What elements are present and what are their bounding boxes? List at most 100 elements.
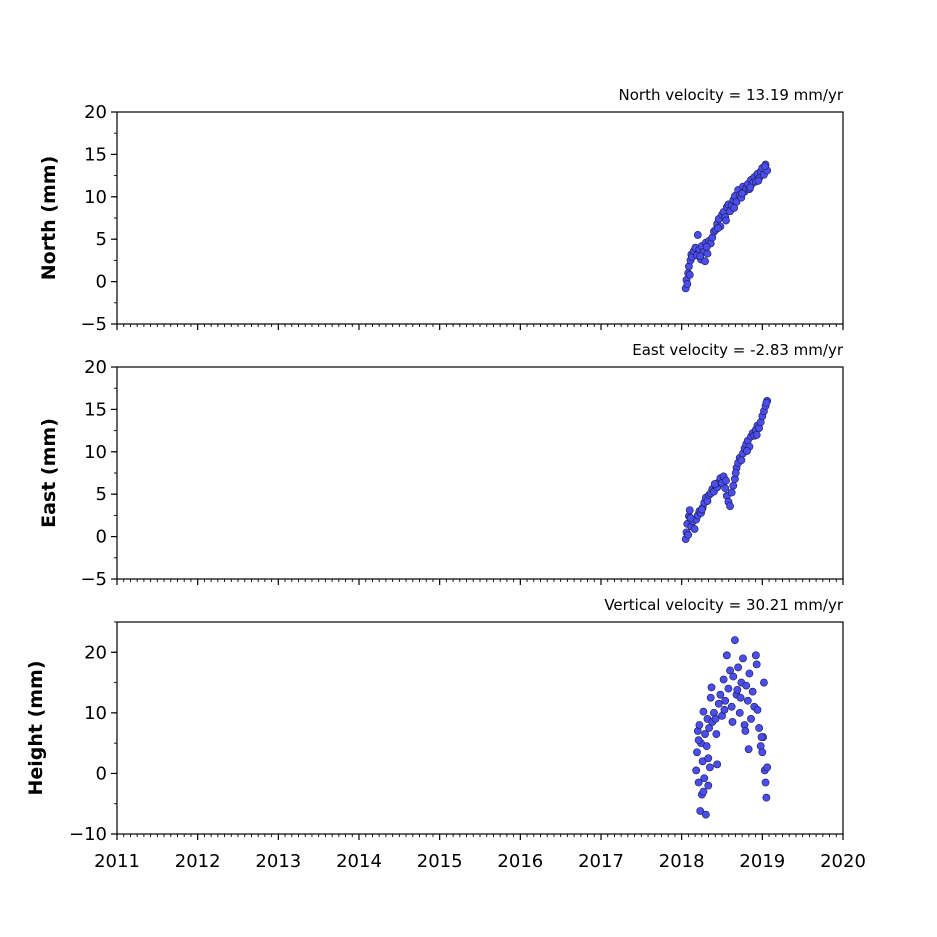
height-data-point	[695, 721, 704, 729]
north-data-point	[714, 224, 722, 233]
north-data-point	[730, 203, 738, 212]
east-y-tick-label: 5	[96, 484, 107, 505]
north-data-point	[754, 176, 763, 185]
height-data-point	[757, 733, 766, 741]
north-y-tick-label: −5	[80, 314, 107, 335]
height-panel-title: Vertical velocity = 30.21 mm/yr	[604, 596, 844, 614]
north-data-point	[702, 242, 711, 251]
height-x-tick-label: 2019	[739, 851, 785, 872]
east-data-point	[752, 430, 761, 439]
height-data-point	[719, 675, 728, 684]
height-data-point	[716, 690, 725, 699]
height-y-tick-label: −10	[69, 824, 107, 845]
north-data-point	[703, 249, 712, 258]
height-data-point	[712, 730, 721, 738]
east-data-point	[685, 506, 694, 515]
height-data-point	[744, 745, 753, 754]
north-data-point	[683, 280, 692, 289]
height-data-point	[761, 778, 770, 787]
east-data-point	[731, 469, 740, 477]
north-y-tick-label: 5	[96, 229, 107, 250]
north-panel-title: North velocity = 13.19 mm/yr	[619, 86, 844, 104]
north-data-point	[760, 162, 769, 171]
height-x-tick-label: 2015	[417, 851, 463, 872]
height-data-point	[699, 707, 708, 716]
east-data-point	[737, 456, 746, 465]
height-data-point	[760, 678, 768, 687]
height-data-point	[714, 699, 723, 708]
east-data-point	[710, 480, 719, 488]
height-data-point	[700, 774, 709, 783]
height-data-point	[727, 702, 736, 711]
north-data-point	[738, 189, 747, 198]
height-data-point	[694, 736, 703, 745]
height-data-point	[721, 696, 730, 705]
height-data-point	[704, 754, 713, 763]
east-data-point	[690, 525, 699, 533]
height-data-point	[693, 748, 701, 757]
height-data-point	[706, 693, 715, 702]
east-y-tick-label: 20	[84, 357, 107, 378]
height-panel: Vertical velocity = 30.21 mm/yr Height (…	[25, 596, 866, 872]
height-data-point	[726, 666, 734, 675]
height-data-point	[731, 636, 739, 645]
height-x-tick-label: 2014	[336, 851, 382, 872]
north-data-point	[696, 252, 705, 261]
height-data-point	[739, 654, 747, 663]
height-y-tick-label: 20	[84, 642, 107, 663]
north-y-tick-labels: −5 0 5 10 15 20	[80, 102, 107, 335]
height-y-axis-label: Height (mm)	[25, 660, 47, 795]
east-data-point	[726, 502, 734, 510]
east-y-tick-label: −5	[80, 569, 107, 590]
north-data-point	[693, 231, 702, 239]
east-ticks	[111, 366, 844, 585]
north-y-tick-label: 20	[84, 102, 107, 123]
east-data-point	[721, 484, 730, 493]
height-data-point	[705, 724, 713, 732]
height-data-point	[742, 681, 751, 690]
height-data-point	[743, 696, 752, 705]
height-y-tick-labels: −10 0 10 20	[69, 642, 107, 845]
height-x-tick-label: 2020	[820, 851, 866, 872]
north-data-point	[722, 216, 730, 225]
height-data-point	[763, 763, 772, 772]
height-data-point	[748, 687, 757, 696]
east-y-tick-label: 15	[84, 399, 107, 420]
height-data-point	[741, 727, 750, 735]
height-data-point	[699, 787, 708, 796]
north-y-tick-label: 15	[84, 144, 107, 165]
east-y-tick-label: 0	[96, 527, 107, 548]
east-data-point	[727, 488, 736, 497]
east-plot-frame	[116, 366, 844, 580]
height-points	[692, 636, 772, 819]
height-x-tick-label: 2012	[175, 851, 221, 872]
north-plot-frame	[116, 111, 844, 325]
height-data-point	[720, 705, 729, 714]
east-data-point	[762, 398, 771, 407]
height-data-point	[722, 651, 731, 660]
height-data-point	[751, 651, 760, 660]
east-data-point	[684, 531, 693, 539]
height-x-tick-label: 2013	[255, 851, 301, 872]
height-data-point	[702, 742, 711, 751]
east-data-point	[743, 447, 751, 455]
height-data-point	[762, 793, 771, 802]
north-data-point	[746, 183, 755, 192]
east-panel: East velocity = -2.83 mm/yr East (mm) −5…	[38, 341, 844, 590]
height-data-point	[713, 760, 722, 769]
height-y-tick-label: 10	[84, 703, 107, 724]
height-x-tick-label: 2017	[578, 851, 624, 872]
east-data-point	[686, 514, 695, 522]
height-x-tick-label: 2018	[659, 851, 705, 872]
height-ticks	[111, 621, 844, 840]
height-data-point	[752, 660, 761, 669]
height-data-point	[729, 672, 738, 681]
height-x-tick-label: 2016	[497, 851, 543, 872]
height-data-point	[694, 778, 703, 787]
height-x-tick-labels: 2011 2012 2013 2014 2015 2016 2017 2018 2019 2020	[94, 851, 866, 872]
east-y-tick-labels: −5 0 5 10 15 20	[80, 357, 107, 590]
height-data-point	[692, 766, 701, 775]
east-points	[681, 397, 772, 544]
north-ticks	[111, 111, 844, 330]
